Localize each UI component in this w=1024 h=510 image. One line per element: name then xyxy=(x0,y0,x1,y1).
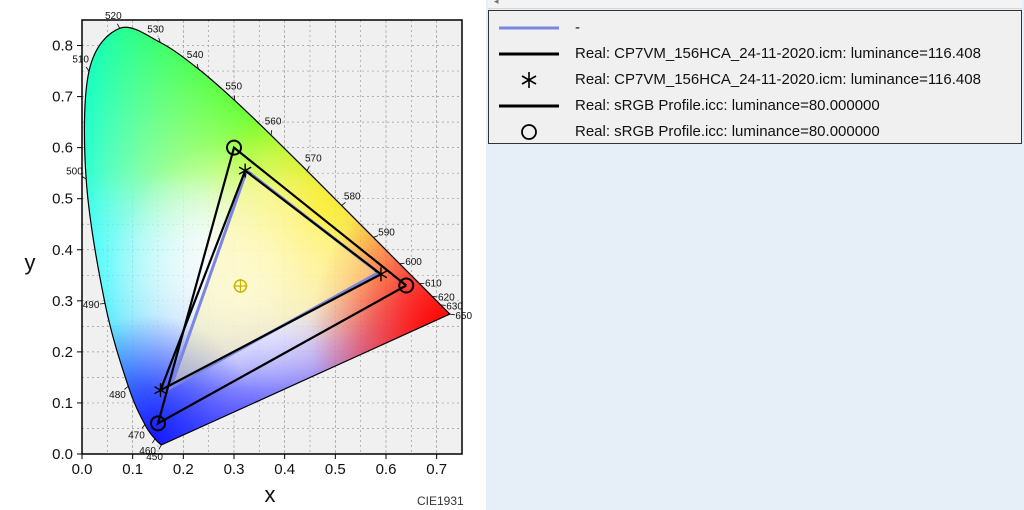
legend-asterisk-icon xyxy=(521,72,537,88)
y-tick-label: 0.6 xyxy=(52,140,73,157)
legend-circle-icon xyxy=(521,124,537,140)
wavelength-tick xyxy=(196,63,199,69)
gamut-layer xyxy=(150,139,415,432)
wavelength-tick xyxy=(124,385,129,390)
asterisk-stroke xyxy=(374,270,388,279)
chart-caption: CIE1931 xyxy=(417,494,464,508)
y-tick-label: 0.2 xyxy=(52,344,73,361)
legend-item: Real: sRGB Profile.icc: luminance=80.000… xyxy=(489,93,1021,119)
x-tick-label: 0.6 xyxy=(376,461,397,478)
legend-item: Real: sRGB Profile.icc: luminance=80.000… xyxy=(489,119,1021,143)
legend-label: Real: CP7VM_156HCA_24-11-2020.icm: lumin… xyxy=(575,71,981,88)
legend-label: - xyxy=(575,19,580,36)
wavelength-label: 630 xyxy=(446,301,463,312)
x-tick-label: 0.7 xyxy=(426,461,447,478)
wavelength-label: 590 xyxy=(378,227,395,238)
legend-line-icon xyxy=(499,104,559,108)
horizontal-scrollbar[interactable]: ◂ xyxy=(488,0,1022,9)
asterisk-stroke xyxy=(238,166,252,175)
wavelength-tick xyxy=(440,304,446,306)
circle-marker xyxy=(150,415,166,432)
legend-line-icon xyxy=(499,52,559,56)
spectral-locus-outline xyxy=(83,26,451,446)
wavelength-label: 520 xyxy=(105,11,122,22)
circle-marker xyxy=(226,139,242,156)
legend-item: Real: CP7VM_156HCA_24-11-2020.icm: lumin… xyxy=(489,41,1021,67)
legend-label: Real: sRGB Profile.icc: luminance=80.000… xyxy=(575,123,880,140)
y-tick-label: 0.3 xyxy=(52,293,73,310)
asterisk-marker xyxy=(154,383,167,398)
wavelength-label: 510 xyxy=(72,55,89,66)
wavelength-label: 570 xyxy=(305,153,322,164)
asterisk-stroke xyxy=(154,386,167,395)
wavelength-label: 620 xyxy=(438,292,455,303)
wavelength-label: 490 xyxy=(83,300,100,311)
wavelength-label: 610 xyxy=(425,278,442,289)
wavelength-tick xyxy=(341,201,346,206)
wavelength-tick xyxy=(158,37,161,43)
plot-frame xyxy=(81,19,463,455)
wavelength-label: 460 xyxy=(139,446,156,457)
wavelength-tick xyxy=(399,262,405,265)
x-tick-label: 0.2 xyxy=(173,461,194,478)
gamut-fill xyxy=(170,170,379,388)
wavelength-label: 600 xyxy=(405,257,422,268)
wavelength-tick xyxy=(99,302,106,305)
wavelength-tick xyxy=(270,130,273,136)
asterisk-marker xyxy=(374,267,388,282)
wavelength-tick xyxy=(141,424,146,429)
y-tick-label: 0.7 xyxy=(52,89,73,106)
y-tick-label: 0.4 xyxy=(52,242,73,259)
wavelength-label: 480 xyxy=(109,390,126,401)
legend-pane: ◂ - Real: CP7VM_156HCA_24-11-2020.icm: l… xyxy=(486,0,1024,510)
x-tick-label: 0.5 xyxy=(325,461,346,478)
wavelength-tick xyxy=(306,166,310,171)
x-tick-label: 0.0 xyxy=(72,461,93,478)
legend-line-icon xyxy=(499,26,559,30)
x-tick-label: 0.1 xyxy=(122,461,143,478)
legend-label: Real: sRGB Profile.icc: luminance=80.000… xyxy=(575,97,880,114)
x-tick-label: 0.3 xyxy=(224,461,245,478)
y-tick-label: 0.5 xyxy=(52,191,73,208)
circle-marker xyxy=(398,277,415,294)
wavelength-label: 470 xyxy=(128,431,145,442)
x-tick-label: 0.4 xyxy=(274,461,295,478)
y-tick-label: 0.0 xyxy=(52,446,73,463)
legend-item: - xyxy=(489,15,1021,41)
wavelength-tick xyxy=(158,444,162,450)
axes: 0.0 0.1 0.2 0.3 0.4 0.5 0.6 0.7 0.0 0.1 0.2 0.3 0.4 0… xyxy=(52,38,447,478)
scroll-left-arrow-icon[interactable]: ◂ xyxy=(494,0,499,7)
x-axis-label: x xyxy=(265,482,276,507)
wavelength-label: 650 xyxy=(455,311,472,322)
wavelength-label: 500 xyxy=(66,166,83,177)
wavelength-label: 540 xyxy=(187,50,204,61)
legend: - Real: CP7VM_156HCA_24-11-2020.icm: lum… xyxy=(488,10,1022,144)
gamut-line xyxy=(156,145,407,426)
y-tick-label: 0.1 xyxy=(52,395,73,412)
wavelength-label: 560 xyxy=(265,116,282,127)
wavelength-label: 550 xyxy=(225,82,242,93)
wavelength-label: 580 xyxy=(344,191,361,202)
legend-item: Real: CP7VM_156HCA_24-11-2020.icm: lumin… xyxy=(489,67,1021,93)
y-axis-label: y xyxy=(25,250,36,275)
wavelength-label: 450 xyxy=(146,452,163,463)
wavelength-tick xyxy=(449,313,455,316)
wavelength-tick xyxy=(85,66,90,72)
gamut-line xyxy=(158,168,382,393)
asterisk-marker xyxy=(238,163,252,178)
y-tick-label: 0.8 xyxy=(52,38,73,55)
wavelength-label: 530 xyxy=(147,24,164,35)
wavelength-tick xyxy=(373,235,379,238)
wavelength-tick xyxy=(117,23,121,29)
legend-label: Real: CP7VM_156HCA_24-11-2020.icm: lumin… xyxy=(575,45,981,62)
wavelength-tick xyxy=(152,438,156,444)
